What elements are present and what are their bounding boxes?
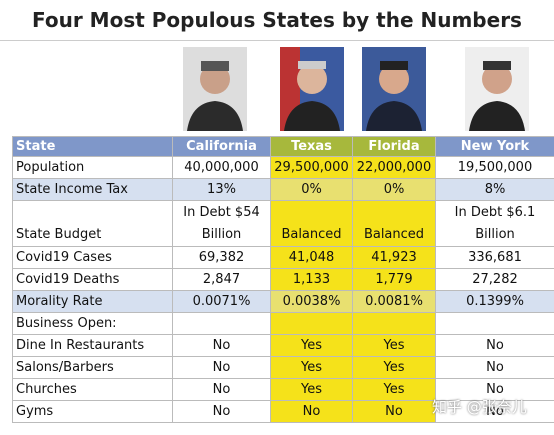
cell: No [435,400,554,423]
row-label: Salons/Barbers [12,356,173,379]
portrait [280,47,344,131]
cell: In Debt $54 Billion [172,200,271,247]
cell: 0.1399% [435,290,554,313]
column-header: California [172,136,271,157]
row-label: Churches [12,378,173,401]
row-label: State Budget [12,200,173,247]
table-row: Dine In Restaurants No Yes Yes No [12,334,554,357]
table-row: Business Open: [12,312,554,335]
cell: No [435,334,554,357]
cell: Yes [270,356,353,379]
row-label: State Income Tax [12,178,173,201]
cell: 22,000,000 [352,156,436,179]
table-row: Population 40,000,000 29,500,000 22,000,000… [12,156,554,179]
table-row: Covid19 Cases 69,382 41,048 41,923 336,681 [12,246,554,269]
table-row: Morality Rate 0.0071% 0.0038% 0.0081% 0.1399… [12,290,554,313]
cell: 41,923 [352,246,436,269]
row-label: Population [12,156,173,179]
row-label: Dine In Restaurants [12,334,173,357]
row-label: Gyms [12,400,173,423]
cell: 40,000,000 [172,156,271,179]
cell: 1,133 [270,268,353,291]
table: State California Texas Florida New York Popul… [12,136,554,423]
portrait [465,47,529,131]
table-row: Gyms No No No No [12,400,554,423]
cell [172,312,271,335]
cell: 27,282 [435,268,554,291]
table-row: State Income Tax 13% 0% 0% 8% [12,178,554,201]
cell: In Debt $6.1 Billion [435,200,554,247]
table-row: Churches No Yes Yes No [12,378,554,401]
cell: 1,779 [352,268,436,291]
table-row: Covid19 Deaths 2,847 1,133 1,779 27,282 [12,268,554,291]
cell: 8% [435,178,554,201]
photo-row [0,40,554,136]
cell [352,312,436,335]
cell: Yes [352,378,436,401]
cell: No [352,400,436,423]
cell: Yes [352,334,436,357]
cell: No [172,378,271,401]
table-row: Salons/Barbers No Yes Yes No [12,356,554,379]
cell: Balanced [270,200,353,247]
cell: 0% [352,178,436,201]
column-header: Texas [270,136,353,157]
cell: 69,382 [172,246,271,269]
cell: 13% [172,178,271,201]
cell: 41,048 [270,246,353,269]
header-row: State California Texas Florida New York [12,136,554,157]
cell: 29,500,000 [270,156,353,179]
cell: 336,681 [435,246,554,269]
cell: No [172,334,271,357]
table-row: State Budget In Debt $54 Billion Balanced B… [12,200,554,247]
portrait [183,47,247,131]
portrait [362,47,426,131]
column-header: New York [435,136,554,157]
cell: No [172,400,271,423]
cell [435,312,554,335]
cell: Yes [270,334,353,357]
cell: No [270,400,353,423]
cell: 0.0071% [172,290,271,313]
watermark: 知乎 @张奈儿 [432,398,527,416]
cell: Yes [270,378,353,401]
cell: 0.0081% [352,290,436,313]
cell: Balanced [352,200,436,247]
cell: Yes [352,356,436,379]
row-label: Business Open: [12,312,173,335]
cell: 0.0038% [270,290,353,313]
cell: 2,847 [172,268,271,291]
cell [270,312,353,335]
row-label: Covid19 Cases [12,246,173,269]
row-label: Covid19 Deaths [12,268,173,291]
cell: 19,500,000 [435,156,554,179]
column-header: Florida [352,136,436,157]
column-header: State [12,136,173,157]
cell: No [435,356,554,379]
cell: No [172,356,271,379]
title: Four Most Populous States by the Numbers [32,8,522,32]
row-label: Morality Rate [12,290,173,313]
cell: 0% [270,178,353,201]
